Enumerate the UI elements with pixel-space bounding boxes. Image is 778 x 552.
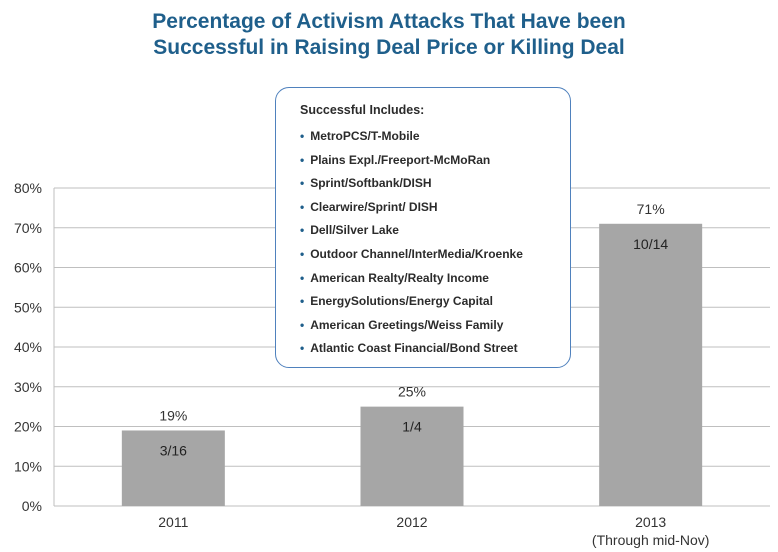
callout-item: • Plains Expl./Freeport-McMoRan <box>300 149 570 173</box>
chart-title-line-1: Percentage of Activism Attacks That Have… <box>152 10 626 33</box>
chart-title-line-2: Successful in Raising Deal Price or Kill… <box>153 36 625 59</box>
callout-item: • American Realty/Realty Income <box>300 267 570 291</box>
bar-value-label: 71% <box>637 201 665 217</box>
callout-item: • Sprint/Softbank/DISH <box>300 172 570 196</box>
bar <box>121 430 225 506</box>
bullet-icon: • <box>300 129 305 143</box>
bullet-icon: • <box>300 176 305 191</box>
bullet-icon: • <box>300 317 305 332</box>
bar-inner-label: 1/4 <box>402 419 422 435</box>
bullet-icon: • <box>300 270 305 285</box>
y-tick-label: 20% <box>14 419 42 435</box>
callout-item: • MetroPCS/T-Mobile <box>300 125 570 149</box>
bullet-icon: • <box>300 294 305 309</box>
callout-item-text: American Realty/Realty Income <box>310 270 489 285</box>
bullet-icon: • <box>300 152 305 167</box>
bar-value-label: 19% <box>159 407 187 423</box>
y-tick-label: 60% <box>14 260 42 276</box>
callout-heading: Successful Includes: <box>300 103 425 117</box>
successful-deals-callout: Successful Includes: • MetroPCS/T-Mobile •… <box>275 87 571 368</box>
callout-item: • Clearwire/Sprint/ DISH <box>300 196 570 220</box>
callout-item: • American Greetings/Weiss Family <box>300 314 570 338</box>
callout-item-text: Clearwire/Sprint/ DISH <box>310 199 438 214</box>
bullet-icon: • <box>300 341 305 356</box>
y-tick-label: 80% <box>14 180 42 196</box>
callout-item-text: Dell/Silver Lake <box>310 223 399 238</box>
callout-item-text: MetroPCS/T-Mobile <box>310 129 420 143</box>
callout-item: • Dell/Silver Lake <box>300 219 570 243</box>
callout-item-text: Outdoor Channel/InterMedia/Kroenke <box>310 246 523 261</box>
callout-item-text: American Greetings/Weiss Family <box>310 317 504 332</box>
y-tick-label: 0% <box>22 498 42 514</box>
x-category-sublabel: (Through mid-Nov) <box>592 532 709 548</box>
callout-item: • EnergySolutions/Energy Capital <box>300 290 570 314</box>
bar <box>599 223 703 506</box>
callout-list: • MetroPCS/T-Mobile • Plains Expl./Freeport… <box>300 125 570 361</box>
y-tick-label: 10% <box>14 458 42 474</box>
bullet-icon: • <box>300 199 305 214</box>
x-category-label: 2012 <box>396 514 427 530</box>
callout-item: • Atlantic Coast Financial/Bond Street <box>300 337 570 361</box>
bar-value-label: 25% <box>398 384 426 400</box>
y-tick-label: 30% <box>14 379 42 395</box>
callout-item: • Outdoor Channel/InterMedia/Kroenke <box>300 243 570 267</box>
bullet-icon: • <box>300 246 305 261</box>
chart-title: Percentage of Activism Attacks That Have… <box>0 9 778 61</box>
bar <box>360 406 464 506</box>
bullet-icon: • <box>300 223 305 238</box>
bar-inner-label: 3/16 <box>160 442 187 458</box>
callout-item-text: Sprint/Softbank/DISH <box>310 176 432 191</box>
y-tick-label: 50% <box>14 299 42 315</box>
x-category-label: 2013 <box>635 514 666 530</box>
callout-item-text: Atlantic Coast Financial/Bond Street <box>310 341 518 356</box>
callout-item-text: EnergySolutions/Energy Capital <box>310 294 493 309</box>
callout-item-text: Plains Expl./Freeport-McMoRan <box>310 152 491 167</box>
y-tick-label: 70% <box>14 220 42 236</box>
bar-inner-label: 10/14 <box>633 236 668 252</box>
y-tick-label: 40% <box>14 339 42 355</box>
x-category-label: 2011 <box>158 514 188 530</box>
